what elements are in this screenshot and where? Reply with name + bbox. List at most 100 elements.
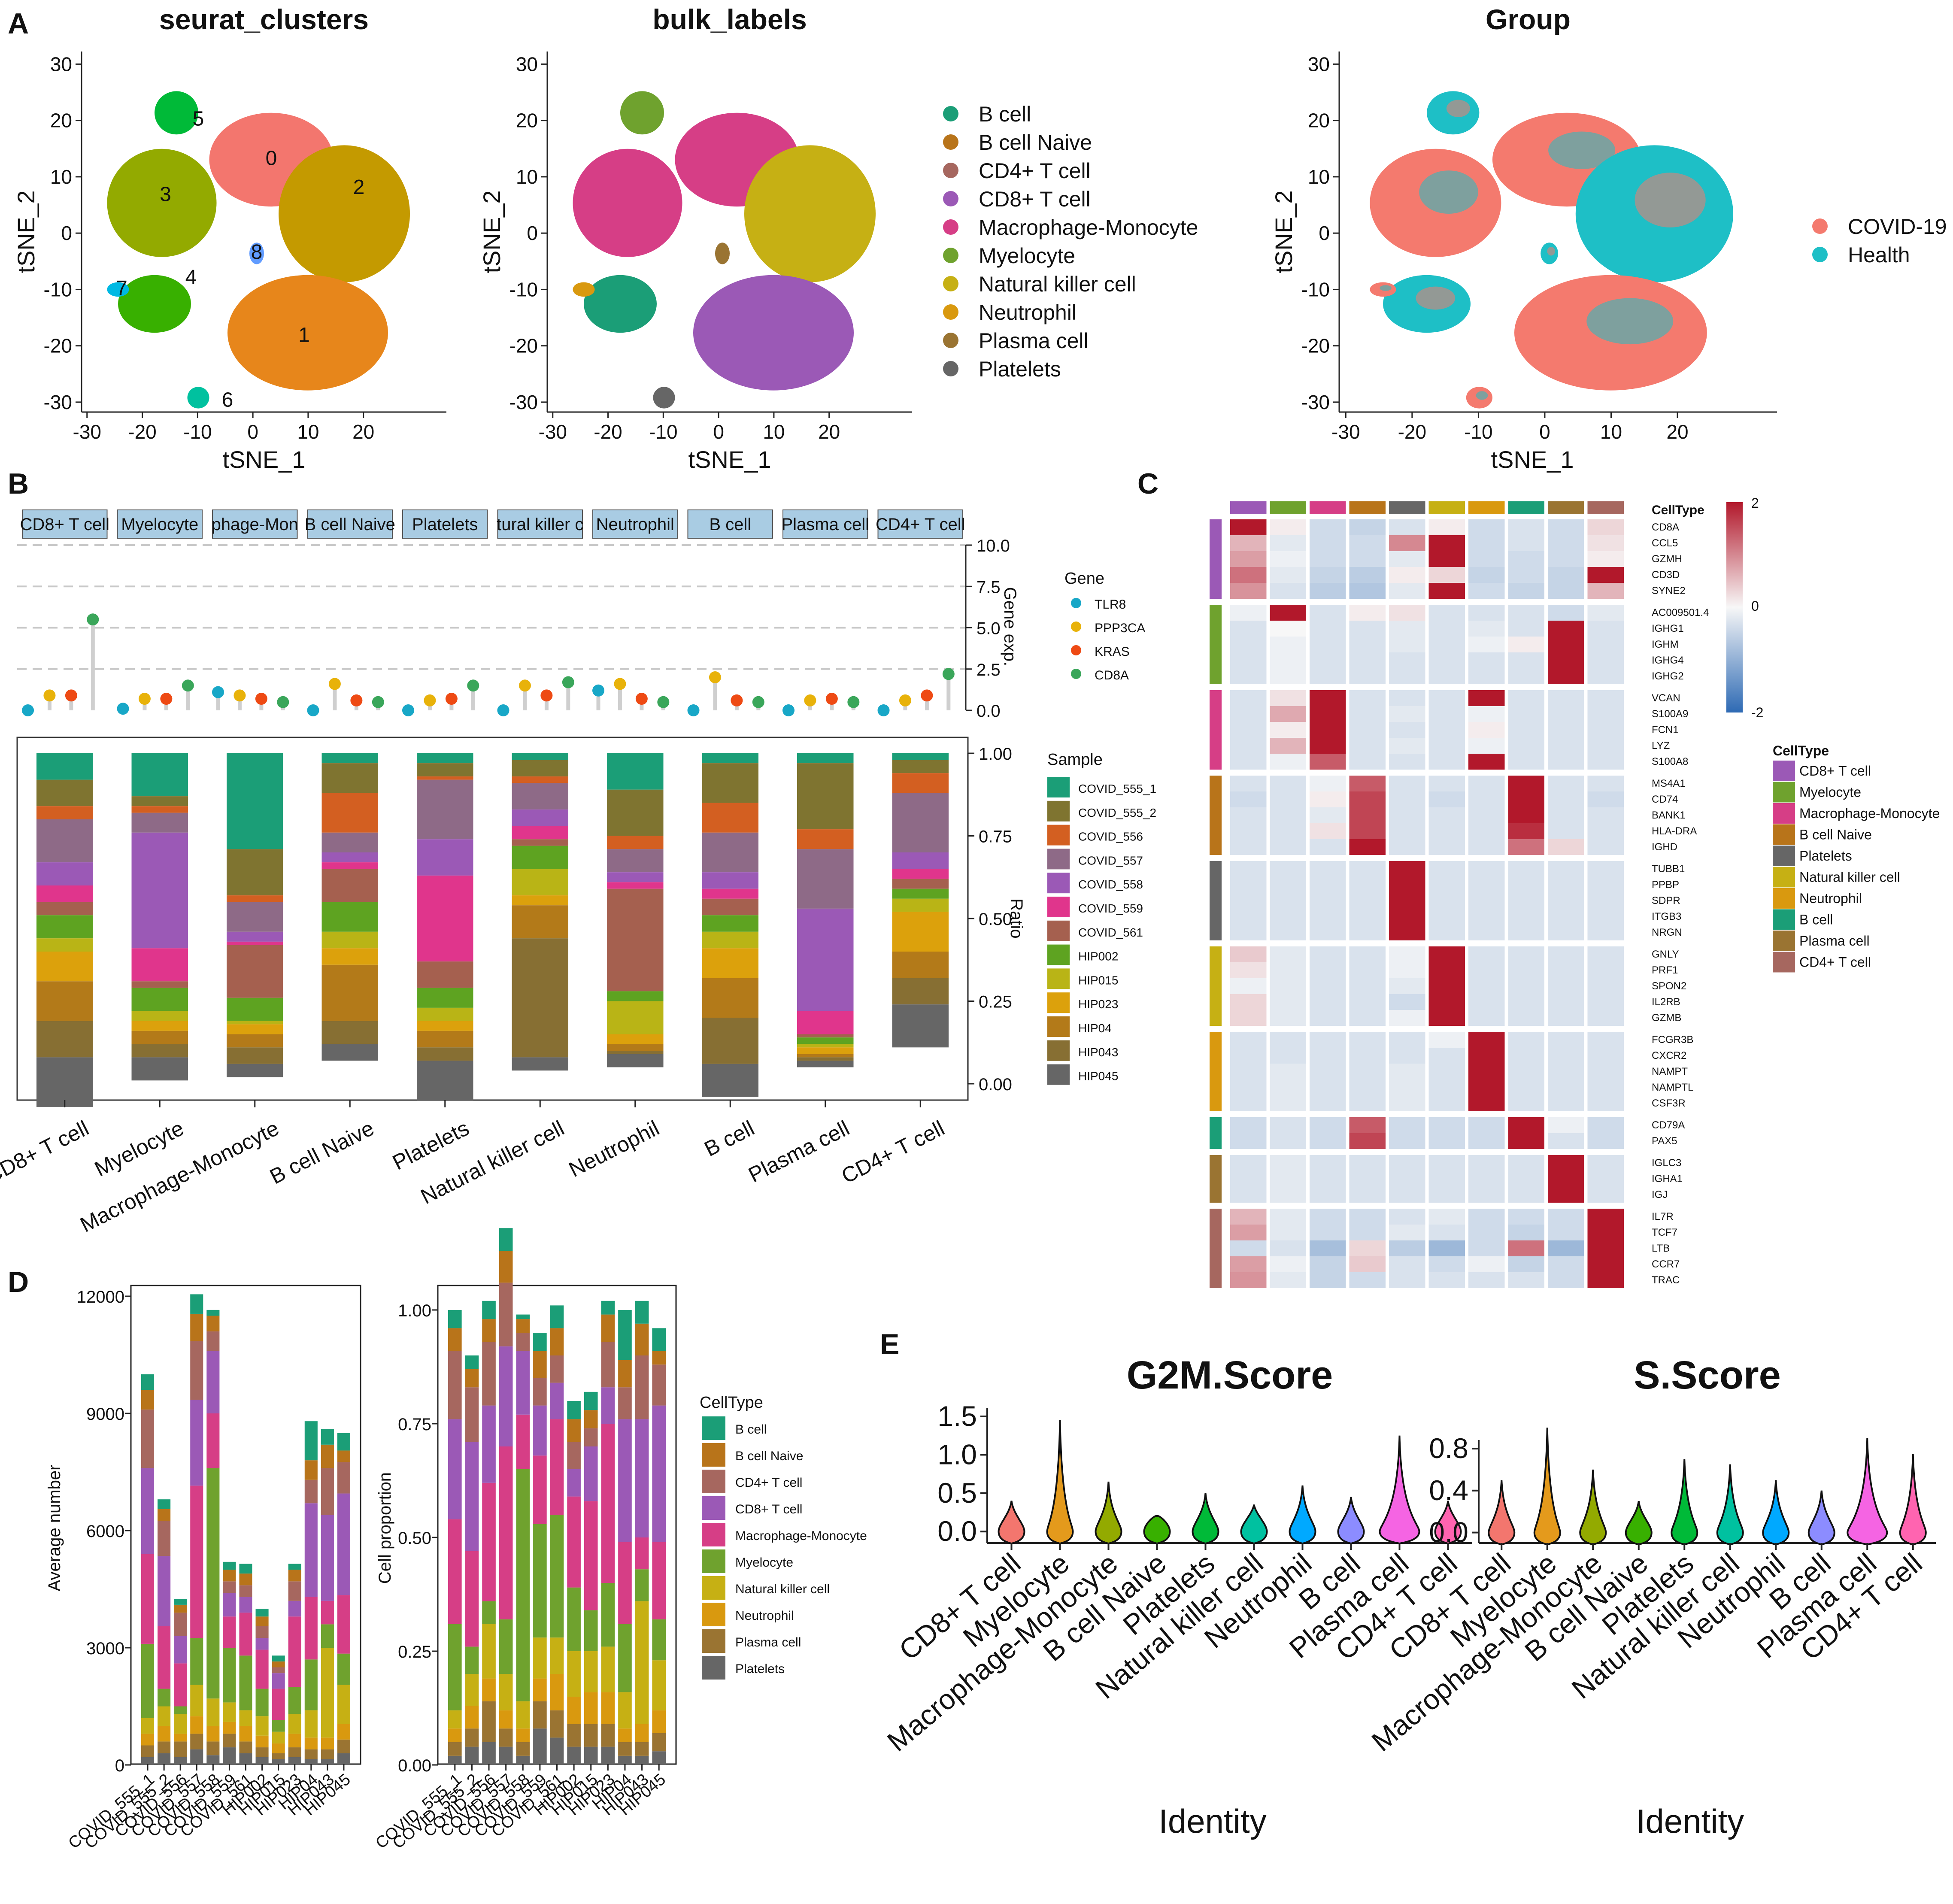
ratio-bar-COVID_556 — [36, 806, 93, 819]
d-bar-Neutrophil — [206, 1726, 220, 1742]
ratio-bar-COVID_557 — [36, 819, 93, 863]
heatmap-cell — [1230, 1256, 1267, 1272]
violin-Myelocyte — [1533, 1428, 1561, 1546]
d-bar-Natural killer cell — [516, 1701, 530, 1729]
heatmap-gene-label: CD8A — [1652, 521, 1679, 533]
heatmap-cell — [1310, 1240, 1346, 1256]
heatmap-cell — [1389, 1272, 1425, 1288]
heatmap-gene-label: IGHG2 — [1652, 670, 1684, 682]
heatmap-cell — [1428, 1064, 1465, 1079]
tsne-y-tick-label: -30 — [44, 391, 72, 413]
gene-legend-title: Gene — [1064, 570, 1104, 588]
ratio-bar-HIP04 — [227, 1034, 283, 1048]
tsne-plot-1: bulk_labels 30 20 10 0 -10 -20 -30-30 -20 -10 0 10 2… — [478, 3, 912, 473]
heatmap-cell — [1349, 738, 1386, 754]
gene-legend-label: PPP3CA — [1095, 621, 1145, 635]
heatmap-cell — [1468, 1187, 1505, 1203]
ratio-bar-HIP023 — [607, 1034, 664, 1044]
heatmap-cell — [1548, 1079, 1584, 1095]
tsne-ylabel: tSNE_2 — [1270, 191, 1297, 273]
heatmap-cell — [1508, 706, 1544, 722]
e-xlabel: Identity — [1636, 1802, 1744, 1840]
ratio-bar-HIP04 — [797, 1054, 854, 1058]
gene-legend-dot — [1071, 645, 1081, 655]
d-bar-Natural killer cell — [618, 1692, 632, 1729]
heatmap-legend-swatch — [1773, 888, 1795, 909]
tsne-cell-cluster-8 — [715, 243, 730, 264]
heatmap-cell — [1508, 839, 1544, 855]
bulk-legend-dot — [943, 304, 958, 320]
d-bar-B cell Naive — [158, 1509, 171, 1521]
heatmap-cell — [1270, 605, 1306, 621]
heatmap-cell — [1389, 583, 1425, 599]
d-bar-CD8+ T cell — [550, 1383, 564, 1419]
heatmap-cell — [1349, 706, 1386, 722]
heatmap-cell — [1468, 722, 1505, 738]
heatmap-cell — [1230, 738, 1267, 754]
d-bar-CD8+ T cell — [465, 1442, 479, 1551]
lollipop-point-TLR8 — [117, 703, 129, 715]
ratio-bar-HIP045 — [36, 1057, 93, 1107]
heatmap-cell — [1349, 823, 1386, 839]
bulk-legend-label: Platelets — [979, 357, 1061, 381]
heatmap-cell — [1548, 839, 1584, 855]
ratio-bar-HIP002 — [36, 915, 93, 939]
heatmap-cell — [1349, 994, 1386, 1010]
tsne-group-mix — [1547, 247, 1555, 256]
b-x-label: CD4+ T cell — [837, 1116, 948, 1188]
ratio-bar-COVID_555_2 — [227, 849, 283, 896]
heatmap-legend-swatch — [1773, 803, 1795, 824]
heatmap-legend-label: Plasma cell — [1799, 933, 1870, 949]
d-bar-CD4+ T cell — [304, 1480, 318, 1504]
d-bar-CD4+ T cell — [239, 1585, 252, 1597]
violin-Platelets — [1192, 1493, 1219, 1545]
tsne-cell-cluster-4 — [118, 275, 191, 333]
heatmap-cell — [1270, 1079, 1306, 1095]
heatmap-cell — [1349, 551, 1386, 567]
heatmap-gene-label: IGHG1 — [1652, 623, 1684, 634]
d-bar-B cell Naive — [465, 1369, 479, 1388]
lollipop-point-TLR8 — [497, 704, 509, 716]
heatmap-gene-label: IGHG4 — [1652, 655, 1684, 666]
heatmap-cell — [1230, 807, 1267, 823]
heatmap-cell — [1587, 909, 1624, 925]
heatmap-cell — [1230, 722, 1267, 738]
tsne-title: Group — [1486, 3, 1571, 35]
ratio-bar-COVID_561 — [797, 1034, 854, 1038]
heatmap-cell — [1587, 706, 1624, 722]
violin-Neutrophil — [1289, 1485, 1316, 1545]
heatmap-cell — [1428, 776, 1465, 791]
heatmap-cell — [1310, 861, 1346, 877]
d-bar-B cell Naive — [533, 1351, 547, 1378]
ratio-bar-COVID_559 — [321, 862, 378, 869]
heatmap-gene-label: IGHA1 — [1652, 1173, 1683, 1185]
d-y-tick-label: 9000 — [86, 1405, 124, 1424]
heatmap-gene-label: NRGN — [1652, 927, 1682, 938]
d-bar-Neutrophil — [158, 1726, 171, 1742]
ratio-bar-HIP023 — [797, 1047, 854, 1054]
d-bar-CD8+ T cell — [321, 1515, 334, 1601]
heatmap-cell — [1270, 1048, 1306, 1064]
heatmap-col-annot — [1428, 501, 1465, 514]
d-bar-B cell Naive — [223, 1570, 236, 1582]
heatmap-cell — [1349, 1155, 1386, 1171]
d-legend-swatch — [702, 1549, 725, 1573]
heatmap-cell — [1548, 776, 1584, 791]
sample-legend-swatch — [1047, 897, 1070, 917]
d-legend-swatch — [702, 1576, 725, 1600]
heatmap-cell — [1428, 1010, 1465, 1026]
heatmap-cell — [1230, 1240, 1267, 1256]
heatmap-cell — [1468, 583, 1505, 599]
heatmap-cell — [1310, 1032, 1346, 1048]
ratio-bar-COVID_559 — [36, 885, 93, 902]
d-bar-B cell Naive — [141, 1390, 155, 1410]
heatmap-gene-label: MS4A1 — [1652, 778, 1686, 789]
d-bar-CD4+ T cell — [223, 1581, 236, 1593]
ratio-bar-HIP04 — [892, 952, 949, 978]
heatmap-cell — [1230, 1225, 1267, 1240]
heatmap-cell — [1310, 668, 1346, 684]
heatmap-cell — [1349, 690, 1386, 706]
d-bar-B cell — [337, 1433, 350, 1451]
heatmap-cell — [1349, 861, 1386, 877]
d-bar-B cell — [255, 1609, 269, 1617]
